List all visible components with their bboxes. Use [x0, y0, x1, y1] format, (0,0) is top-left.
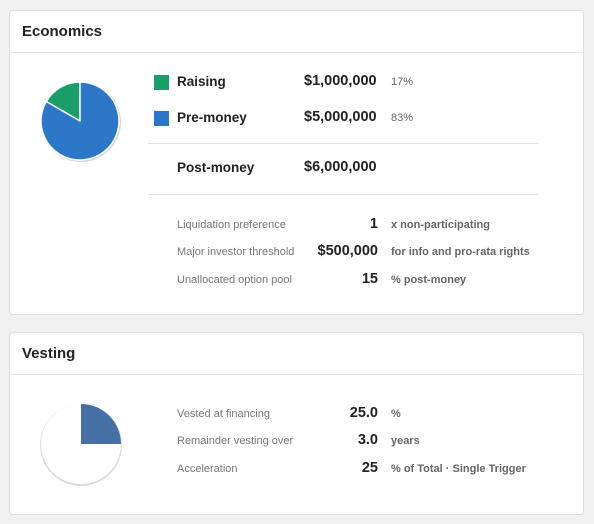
liquidation-preference-unit: x non-participating [391, 219, 490, 231]
economics-pie-chart [40, 81, 121, 162]
major-investor-threshold-unit: for info and pro-rata rights [391, 246, 530, 258]
acceleration-unit: % of Total · Single Trigger [391, 463, 526, 475]
pre-money-swatch [154, 111, 169, 126]
vesting-pie-vested-slice [81, 404, 121, 444]
post-money-value: $6,000,000 [304, 159, 377, 175]
vesting-pie-chart [40, 404, 122, 486]
remainder-vesting-value: 3.0 [357, 432, 378, 448]
pre-money-value: $5,000,000 [304, 109, 377, 125]
unallocated-option-pool-label: Unallocated option pool [177, 274, 292, 286]
vested-at-financing-label: Vested at financing [177, 408, 270, 420]
vesting-header: Vesting [10, 333, 583, 375]
post-money-label: Post-money [177, 160, 255, 175]
economics-header: Economics [10, 11, 583, 53]
remainder-vesting-label: Remainder vesting over [177, 435, 294, 447]
economics-title: Economics [22, 23, 103, 40]
liquidation-preference-label: Liquidation preference [177, 219, 286, 231]
acceleration-value: 25 [361, 460, 378, 476]
vested-at-financing-value: 25.0 [349, 405, 378, 421]
liquidation-preference-value: 1 [369, 216, 378, 232]
major-investor-threshold-value: $500,000 [317, 243, 378, 259]
economics-pie-pre-money-slice [40, 81, 120, 161]
vesting-title: Vesting [22, 345, 76, 362]
raising-label: Raising [177, 74, 226, 89]
post-money-separator-bottom [148, 194, 538, 195]
post-money-separator-top [148, 143, 538, 144]
raising-pct: 17% [391, 76, 414, 88]
economics-card: Economics Raising $1,000,000 17% Pre-mon… [9, 10, 584, 315]
raising-value: $1,000,000 [304, 73, 377, 89]
raising-swatch [154, 75, 169, 90]
vested-at-financing-unit: % [391, 408, 401, 420]
major-investor-threshold-label: Major investor threshold [177, 246, 295, 258]
vesting-card: Vesting Vested at financing 25.0 % Remai… [9, 332, 584, 515]
unallocated-option-pool-value: 15 [361, 271, 378, 287]
pre-money-label: Pre-money [177, 110, 247, 125]
acceleration-label: Acceleration [177, 463, 238, 475]
unallocated-option-pool-unit: % post-money [391, 274, 467, 286]
remainder-vesting-unit: years [391, 435, 420, 447]
pre-money-pct: 83% [391, 112, 414, 124]
